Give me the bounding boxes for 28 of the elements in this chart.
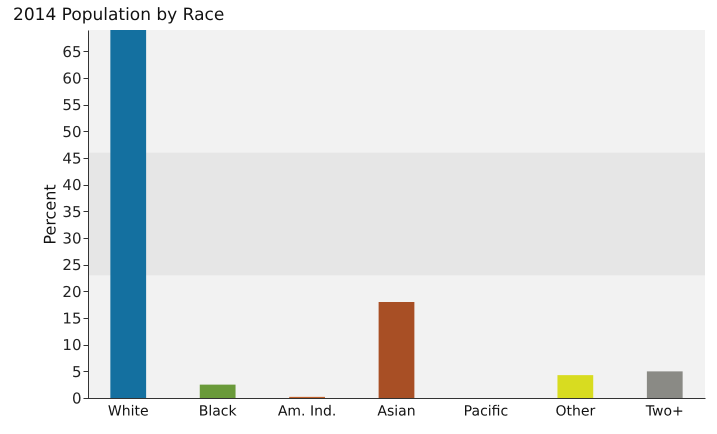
y-tick-label: 30 [62,230,82,248]
y-tick-label: 0 [72,390,82,408]
y-tick-label: 50 [62,122,82,141]
y-tick-label: 40 [62,176,82,194]
bar [378,302,414,398]
bar [557,375,594,398]
x-tick-label: Black [198,404,238,420]
bar [110,30,146,398]
x-tick-label: Pacific [464,404,508,420]
y-axis-title: Percent [40,184,60,245]
bar [200,384,236,398]
y-tick-label: 20 [62,282,82,301]
y-tick-label: 55 [62,96,82,114]
y-tick-label: 15 [62,310,82,328]
y-tick-label: 60 [62,70,82,88]
x-tick-label: Two+ [644,404,684,420]
x-tick-label: White [108,404,149,420]
y-tick-label: 5 [72,362,82,381]
x-tick-label: Asian [377,404,416,420]
y-tick-label: 10 [62,336,82,354]
x-tick-label: Other [555,404,596,420]
y-tick-label: 25 [62,256,82,274]
bar [646,371,683,398]
y-tick-label: 35 [62,202,82,221]
x-tick-label: Am. Ind. [278,404,336,420]
chart-title: 2014 Population by Race [13,5,224,25]
y-tick-label: 45 [62,150,82,168]
y-tick-label: 65 [62,42,82,61]
